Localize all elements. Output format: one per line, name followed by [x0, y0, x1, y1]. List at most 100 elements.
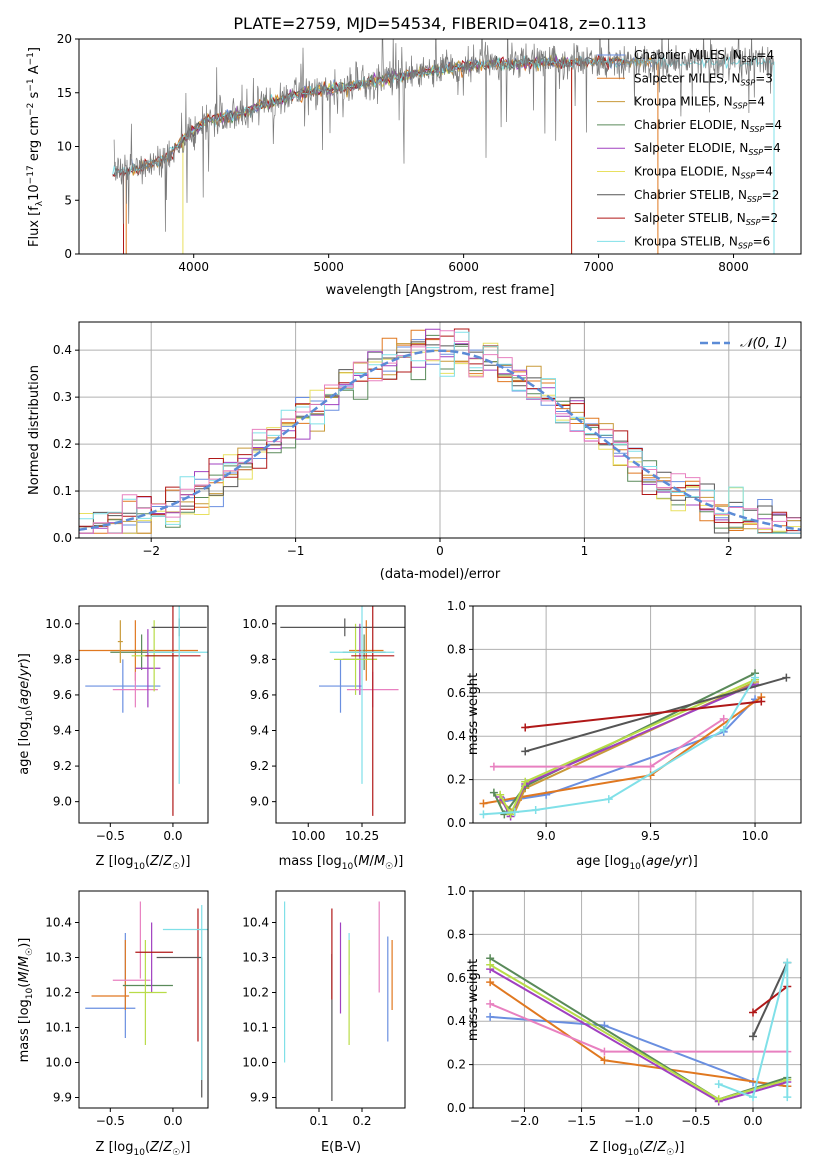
y-tick-label: 0.8 [447, 642, 466, 656]
y-tick-label: 0.4 [53, 343, 72, 357]
x-axis-label: age [log10(age/yr)] [576, 854, 698, 872]
x-axis-label: (data-model)/error [380, 567, 501, 582]
x-tick-label: 0.0 [163, 1114, 182, 1128]
panel-weight_vs_age: 9.0 9.5 10.0 0.0 0.2 0.4 0.6 0.8 1.0 age [log10(a… [447, 599, 802, 872]
series-marker [486, 960, 495, 969]
series-marker [714, 1095, 723, 1104]
y-tick-label: 0.2 [447, 773, 466, 787]
legend-entry-label: Kroupa MILES, NSSP=4 [634, 95, 765, 111]
y-tick-label: 0.4 [447, 729, 466, 743]
x-tick-label: 7000 [583, 260, 614, 274]
series-line [483, 677, 756, 816]
y-axis-label: mass weight [466, 673, 481, 755]
y-tick-label: 10.1 [242, 1021, 269, 1035]
x-tick-label: −0.5 [681, 1114, 710, 1128]
y-tick-label: 9.0 [250, 795, 269, 809]
y-tick-label: 0.2 [447, 1058, 466, 1072]
y-tick-label: 9.6 [250, 688, 269, 702]
y-tick-label: 9.4 [53, 724, 72, 738]
series-marker [782, 673, 791, 682]
axes-frame [275, 890, 406, 1109]
y-tick-label: 9.9 [250, 1091, 269, 1105]
y-tick-label: 10.0 [45, 617, 72, 631]
y-tick-label: 0.0 [447, 1101, 466, 1115]
y-axis-label: mass weight [466, 959, 481, 1041]
y-tick-label: 10.2 [45, 986, 72, 1000]
y-tick-label: 10.4 [242, 916, 269, 930]
y-tick-label: 10.1 [45, 1021, 72, 1035]
x-tick-label: −2.0 [510, 1114, 539, 1128]
y-tick-label: 15 [57, 86, 72, 100]
series-marker [719, 714, 728, 723]
legend-entry-label: Salpeter STELIB, NSSP=2 [634, 211, 778, 227]
y-tick-label: 1.0 [447, 884, 466, 898]
y-tick-label: 0.8 [447, 927, 466, 941]
series-marker [510, 808, 519, 817]
y-tick-label: 9.2 [250, 759, 269, 773]
series-marker [600, 1056, 609, 1065]
x-axis-label: wavelength [Angstrom, rest frame] [326, 283, 555, 298]
x-axis-label: Z [log10(Z/Z☉)] [96, 1140, 191, 1158]
series-marker [486, 1012, 495, 1021]
series-line [492, 672, 756, 817]
x-tick-label: 5000 [313, 260, 344, 274]
y-tick-label: 10.4 [45, 916, 72, 930]
plot-area [79, 606, 208, 816]
x-tick-label: −1.0 [624, 1114, 653, 1128]
axes-frame [78, 321, 802, 539]
y-tick-label: 20 [57, 32, 72, 46]
series-line [524, 676, 787, 753]
series-marker [749, 1008, 757, 1017]
y-tick-label: 1.0 [447, 599, 466, 613]
plot-area [479, 669, 791, 821]
model-spectrum-line [179, 55, 571, 144]
y-tick-label: 0.6 [447, 971, 466, 985]
axes-frame [78, 605, 209, 824]
axes-frame [78, 38, 802, 255]
y-tick-label: 0.0 [53, 531, 72, 545]
y-tick-label: 5 [64, 193, 72, 207]
plot-area [112, 39, 775, 254]
legend-entry-label: Chabrier MILES, NSSP=4 [634, 48, 774, 64]
x-tick-label: 0.0 [743, 1114, 762, 1128]
x-axis-label: E(B-V) [321, 1140, 361, 1155]
series-marker [604, 795, 613, 804]
y-tick-label: 9.8 [250, 652, 269, 666]
plot-area [85, 901, 208, 1098]
plot-area [79, 328, 801, 538]
x-axis-label: Z [log10(Z/Z☉)] [96, 854, 191, 872]
series-marker [783, 958, 792, 967]
y-tick-label: 10.0 [242, 617, 269, 631]
series-line [499, 678, 756, 817]
panel-mass_vs_Z: −0.5 0.0 9.9 10.0 10.1 10.2 10.3 10.4 Z [log10(Z… [17, 890, 209, 1158]
x-tick-label: 10.00 [291, 829, 325, 843]
x-tick-label: 0 [436, 544, 444, 558]
x-tick-label: 0.2 [352, 1114, 371, 1128]
plot-area [284, 901, 393, 1101]
series-marker [783, 1093, 792, 1102]
legend: Chabrier MILES, NSSP=4 Salpeter MILES, NS… [597, 48, 782, 250]
axes-frame [275, 605, 406, 824]
y-tick-label: 10.3 [242, 951, 269, 965]
y-tick-label: 9.6 [53, 688, 72, 702]
x-tick-label: 0.1 [309, 1114, 328, 1128]
legend-entry-label: Chabrier ELODIE, NSSP=4 [634, 118, 782, 134]
y-tick-label: 9.8 [53, 652, 72, 666]
plot-area [280, 606, 405, 816]
legend-entry-label: Salpeter ELODIE, NSSP=4 [634, 141, 781, 157]
y-tick-label: 0.1 [53, 484, 72, 498]
y-tick-label: 9.0 [53, 795, 72, 809]
series-marker [521, 747, 530, 756]
y-tick-label: 9.4 [250, 724, 269, 738]
series-marker [719, 725, 728, 734]
x-tick-label: 1 [581, 544, 589, 558]
series-marker [749, 1093, 757, 1102]
series-marker [496, 790, 505, 799]
x-tick-label: 0.0 [163, 829, 182, 843]
series-marker [479, 799, 488, 808]
y-tick-label: 0.2 [53, 437, 72, 451]
y-tick-label: 10.0 [242, 1056, 269, 1070]
series-line [718, 962, 789, 1099]
panel-mass_vs_EBV: 0.1 0.2 9.9 10.0 10.1 10.2 10.3 10.4 E(B-V) [242, 890, 406, 1155]
